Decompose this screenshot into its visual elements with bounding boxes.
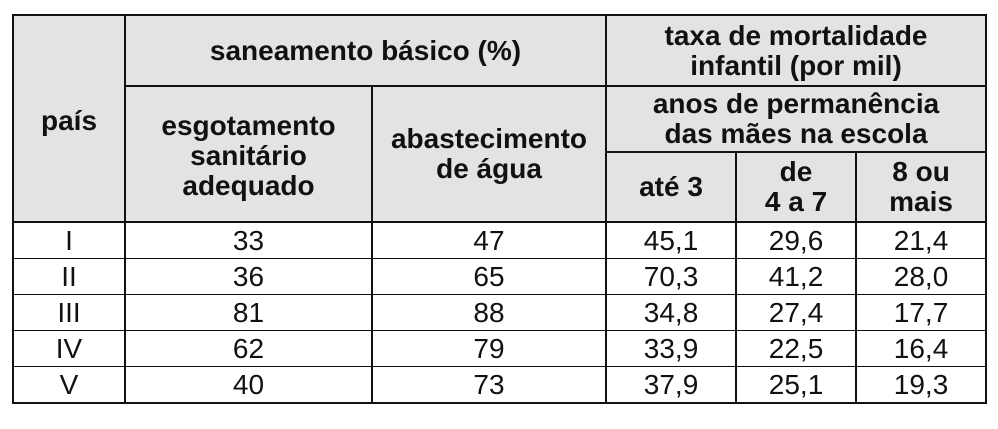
cell-eight-plus: 28,0 bbox=[855, 258, 988, 295]
cell-eight-plus: 21,4 bbox=[855, 221, 988, 259]
header-eight-plus: 8 ou mais bbox=[855, 151, 988, 223]
header-sewage-line-1: esgotamento bbox=[161, 110, 336, 141]
data-table: país saneamento básico (%) taxa de morta… bbox=[12, 14, 988, 404]
cell-water: 73 bbox=[370, 366, 608, 404]
header-water: abastecimento de água bbox=[370, 85, 608, 223]
header-four-to-seven-line-2: 4 a 7 bbox=[764, 186, 828, 217]
cell-four-to-seven: 41,2 bbox=[735, 258, 858, 295]
cell-four-to-seven: 27,4 bbox=[735, 294, 858, 331]
cell-sewage: 62 bbox=[124, 330, 373, 367]
header-sewage: esgotamento sanitário adequado bbox=[124, 85, 373, 223]
cell-water: 47 bbox=[370, 221, 608, 259]
table-row: V 40 73 37,9 25,1 19,3 bbox=[12, 366, 988, 404]
table-header: país saneamento básico (%) taxa de morta… bbox=[12, 14, 988, 223]
cell-country: II bbox=[12, 258, 126, 295]
table-row: IV 62 79 33,9 22,5 16,4 bbox=[12, 330, 988, 367]
header-schooling-line-1: anos de permanência bbox=[652, 88, 940, 119]
header-water-line-1: abastecimento bbox=[390, 123, 588, 154]
header-sewage-line-2: sanitário bbox=[190, 140, 307, 171]
cell-sewage: 36 bbox=[124, 258, 373, 295]
cell-country: IV bbox=[12, 330, 126, 367]
cell-up-to-3: 45,1 bbox=[605, 221, 738, 259]
cell-eight-plus: 19,3 bbox=[855, 366, 988, 404]
cell-four-to-seven: 25,1 bbox=[735, 366, 858, 404]
cell-water: 88 bbox=[370, 294, 608, 331]
header-water-line-2: de água bbox=[436, 153, 542, 184]
cell-eight-plus: 17,7 bbox=[855, 294, 988, 331]
cell-eight-plus: 16,4 bbox=[855, 330, 988, 367]
header-mortality-line-2: infantil (por mil) bbox=[690, 49, 902, 81]
cell-up-to-3: 37,9 bbox=[605, 366, 738, 404]
header-sewage-line-3: adequado bbox=[182, 170, 315, 201]
cell-water: 79 bbox=[370, 330, 608, 367]
header-eight-plus-line-2: mais bbox=[889, 186, 953, 217]
cell-up-to-3: 34,8 bbox=[605, 294, 738, 331]
header-mortality-group: taxa de mortalidade infantil (por mil) bbox=[605, 14, 988, 87]
header-sanitation-group: saneamento básico (%) bbox=[123, 14, 608, 87]
cell-four-to-seven: 22,5 bbox=[735, 330, 858, 367]
header-eight-plus-line-1: 8 ou bbox=[892, 156, 950, 187]
table-body: I 33 47 45,1 29,6 21,4 II 36 65 70,3 41,… bbox=[12, 221, 988, 404]
header-four-to-seven-line-1: de bbox=[779, 156, 813, 187]
cell-up-to-3: 70,3 bbox=[605, 258, 738, 295]
table-row: II 36 65 70,3 41,2 28,0 bbox=[12, 258, 988, 295]
cell-country: III bbox=[12, 294, 126, 331]
header-schooling-line-2: das mães na escola bbox=[664, 118, 928, 149]
cell-water: 65 bbox=[370, 258, 608, 295]
cell-sewage: 40 bbox=[124, 366, 373, 404]
header-mortality-line-1: taxa de mortalidade bbox=[664, 19, 928, 51]
header-four-to-seven: de 4 a 7 bbox=[735, 151, 858, 223]
header-up-to-3: até 3 bbox=[605, 151, 738, 223]
cell-sewage: 81 bbox=[124, 294, 373, 331]
cell-country: V bbox=[12, 366, 126, 404]
table-row: I 33 47 45,1 29,6 21,4 bbox=[12, 221, 988, 259]
cell-country: I bbox=[12, 221, 126, 259]
table-row: III 81 88 34,8 27,4 17,7 bbox=[12, 294, 988, 331]
cell-up-to-3: 33,9 bbox=[605, 330, 738, 367]
cell-four-to-seven: 29,6 bbox=[735, 221, 858, 259]
cell-sewage: 33 bbox=[124, 221, 373, 259]
header-schooling-group: anos de permanência das mães na escola bbox=[605, 85, 988, 153]
header-country: país bbox=[12, 14, 126, 223]
